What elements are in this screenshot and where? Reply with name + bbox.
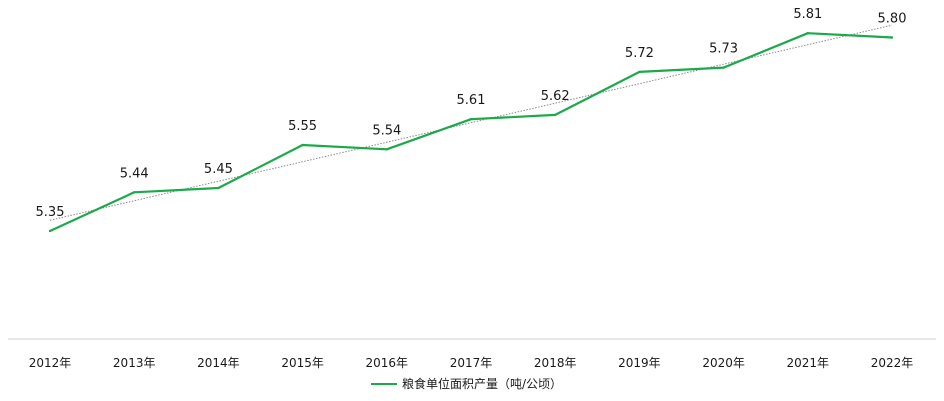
data-label: 5.35 (36, 205, 65, 220)
legend-label: 粮食单位面积产量（吨/公顷） (402, 376, 562, 391)
data-point (48, 229, 52, 233)
x-tick-label: 2018年 (534, 356, 577, 370)
data-point (217, 186, 220, 190)
data-point (722, 66, 725, 69)
trendline-line (49, 24, 893, 221)
x-tick-label: 2014年 (197, 356, 240, 370)
trendline (49, 24, 893, 221)
legend: 粮食单位面积产量（吨/公顷） (371, 376, 562, 391)
data-label: 5.62 (541, 89, 570, 104)
data-labels: 5.35 5.44 5.45 5.55 5.54 5.61 5.62 5.72 5.73 5.81… (36, 7, 907, 220)
x-tick-label: 2022年 (871, 356, 914, 370)
data-label: 5.73 (709, 42, 738, 57)
x-tick-label: 2012年 (29, 356, 72, 370)
x-tick-labels: 2012年 2013年 2014年 2015年 2016年 2017年 2018年 2019年… (29, 356, 914, 370)
data-label: 5.44 (120, 166, 149, 181)
x-tick-label: 2017年 (450, 356, 493, 370)
x-tick-label: 2021年 (787, 356, 830, 370)
data-point (890, 36, 894, 39)
data-point (385, 148, 388, 151)
x-tick-label: 2016年 (366, 356, 409, 370)
data-point (133, 191, 136, 194)
x-tick-label: 2015年 (281, 356, 324, 370)
data-point (806, 32, 809, 35)
x-tick-label: 2013年 (113, 356, 156, 370)
data-point (554, 113, 557, 117)
data-point (301, 143, 304, 147)
series-line (49, 32, 893, 232)
data-label: 5.45 (204, 162, 233, 177)
data-label: 5.81 (793, 7, 822, 22)
data-point (638, 70, 641, 74)
data-label: 5.55 (288, 119, 317, 134)
data-label: 5.80 (878, 12, 907, 27)
data-label: 5.54 (372, 123, 401, 138)
series-line-group (48, 32, 894, 233)
data-label: 5.72 (625, 46, 654, 61)
x-tick-label: 2019年 (618, 356, 661, 370)
data-point (469, 118, 473, 121)
data-label: 5.61 (457, 93, 486, 108)
x-tick-label: 2020年 (702, 356, 745, 370)
